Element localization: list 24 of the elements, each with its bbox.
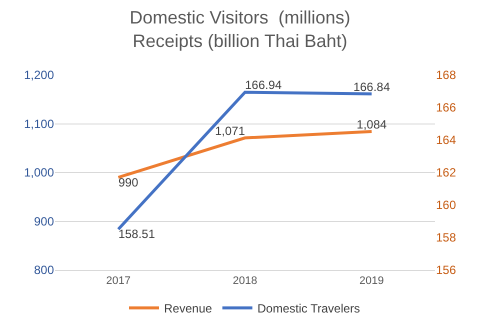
y2-tick-label: 164 (436, 133, 456, 148)
data-label: 990 (118, 175, 139, 190)
legend-label: Domestic Travelers (257, 302, 360, 316)
y2-tick-label: 158 (436, 230, 456, 245)
data-label: 166.94 (245, 78, 282, 92)
y-tick-label: 1,100 (24, 116, 54, 131)
y2-tick-label: 166 (436, 100, 456, 115)
y-tick-label: 1,000 (24, 166, 54, 180)
x-tick-label: 2018 (232, 275, 258, 288)
y2-tick-label: 168 (436, 68, 456, 82)
x-tick-label: 2019 (359, 275, 384, 288)
y2-tick-label: 162 (436, 166, 456, 180)
chart-title: Domestic Visitors (millions) Receipts (billion Thai Baht) (130, 7, 350, 51)
y-tick-label: 800 (34, 263, 54, 278)
data-label: 166.84 (353, 80, 390, 94)
legend-label: Revenue (164, 302, 212, 316)
y-tick-label: 900 (34, 214, 54, 228)
y2-tick-label: 156 (436, 263, 456, 278)
y-tick-label: 1,200 (24, 68, 54, 82)
data-label: 1,071 (214, 124, 246, 138)
data-label: 158.51 (118, 227, 156, 242)
y2-tick-label: 160 (436, 198, 456, 212)
data-label: 1,084 (356, 118, 388, 132)
x-tick-label: 2017 (106, 275, 131, 288)
